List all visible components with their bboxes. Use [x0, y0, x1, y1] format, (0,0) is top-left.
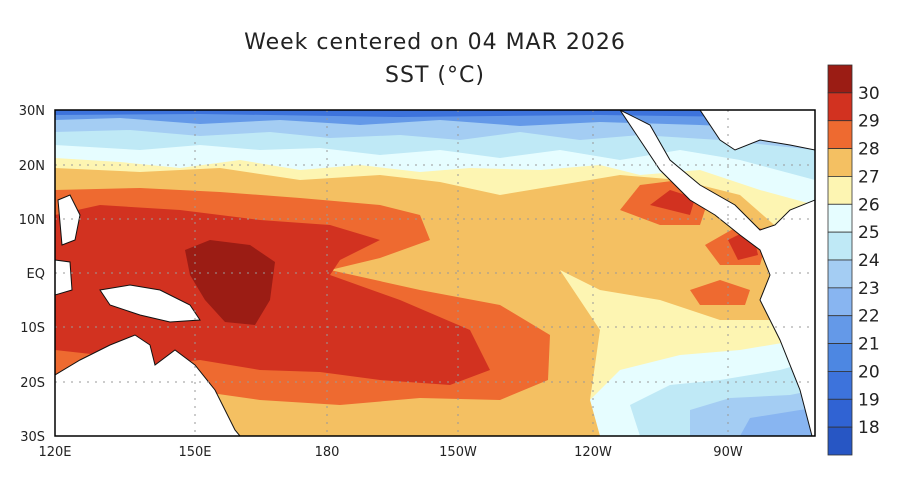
colorbar-swatch [827, 176, 853, 205]
y-tick: 20S [20, 376, 45, 391]
land-us-gulf [699, 110, 815, 151]
map-frame [54, 109, 816, 437]
colorbar-swatch [827, 287, 853, 317]
gridlines [55, 110, 815, 436]
land-borneo [55, 259, 73, 296]
colorbar-swatch [827, 343, 853, 372]
colorbar-swatch [827, 231, 853, 261]
map-subtitle: SST (°C) [385, 63, 485, 88]
land-philippines [57, 194, 81, 246]
land-new-guinea [99, 284, 201, 323]
colorbar-swatch [827, 259, 853, 289]
y-tick: 30S [20, 430, 45, 445]
colorbar-swatch [827, 315, 853, 344]
colorbar-label: 27 [858, 167, 880, 187]
colorbar-label: 23 [858, 279, 880, 299]
colorbar-swatch [827, 148, 853, 177]
colorbar-label: 24 [858, 251, 880, 271]
band-29-30 [55, 205, 490, 385]
colorbar-swatch [827, 120, 853, 149]
colorbar-swatch [827, 92, 853, 122]
band-s-22-23 [740, 408, 815, 436]
x-tick: 150W [439, 445, 477, 460]
colorbar-label: 18 [858, 418, 880, 438]
colorbar-label: 19 [858, 390, 880, 410]
colorbar-label: 25 [858, 223, 880, 243]
colorbar-swatch [827, 426, 853, 456]
band-29-30-east [650, 190, 758, 260]
y-tick: 10N [19, 213, 45, 228]
x-tick: 120W [574, 445, 612, 460]
y-tick: 20N [19, 159, 45, 174]
band-above-30 [185, 240, 275, 325]
colorbar-swatch [827, 203, 853, 233]
colorbar-label: 30 [858, 84, 880, 104]
colorbar-swatch [827, 64, 853, 94]
y-axis: 30N 20N 10N EQ 10S 20S 30S [19, 104, 45, 445]
x-tick: 150E [178, 445, 211, 460]
x-axis: 120E 150E 180 150W 120W 90W [38, 445, 742, 460]
land-australia [55, 334, 241, 436]
colorbar-label: 29 [858, 112, 880, 132]
x-tick: 180 [315, 445, 340, 460]
y-tick: 10S [20, 321, 45, 336]
colorbar-swatch [827, 398, 853, 428]
colorbar-swatch [827, 371, 853, 400]
band-28-29-east-c [690, 280, 750, 305]
y-tick: 30N [19, 104, 45, 119]
colorbar-label: 21 [858, 335, 880, 355]
x-tick: 120E [38, 445, 71, 460]
colorbar-label: 22 [858, 307, 880, 327]
map-title: Week centered on 04 MAR 2026 [244, 30, 626, 55]
colorbar-label: 26 [858, 195, 880, 215]
y-tick: EQ [27, 267, 45, 282]
colorbar: 30 29 28 27 26 25 24 23 22 21 20 19 18 [827, 64, 880, 456]
colorbar-label: 20 [858, 362, 880, 382]
x-tick: 90W [713, 445, 743, 460]
colorbar-label: 28 [858, 140, 880, 160]
